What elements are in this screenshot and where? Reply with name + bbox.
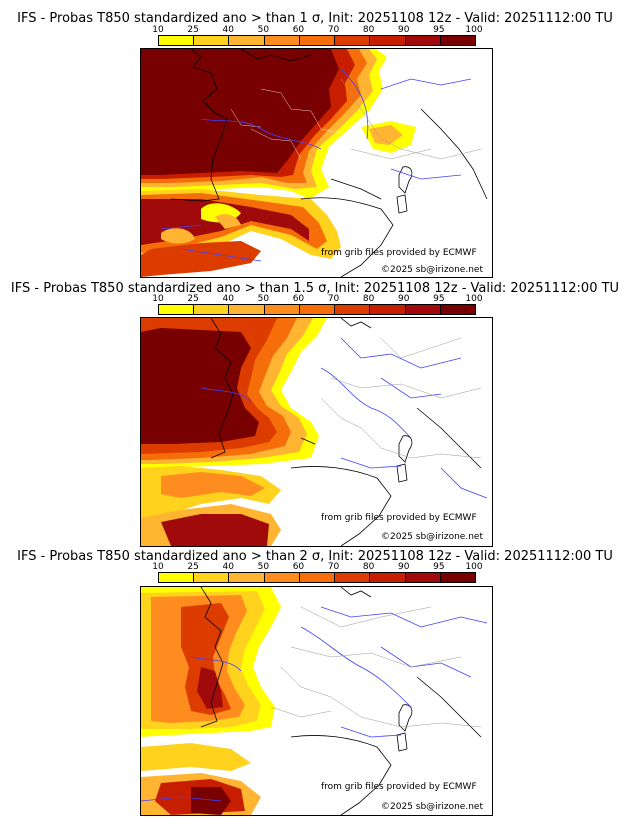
colorbar-segment bbox=[370, 305, 406, 314]
colorbar-tick-label: 40 bbox=[222, 294, 234, 304]
colorbar-tick-label: 40 bbox=[222, 562, 234, 572]
colorbar-tick-label: 25 bbox=[187, 25, 199, 35]
colorbar-segment bbox=[335, 573, 371, 582]
colorbar-tick-label: 95 bbox=[433, 562, 445, 572]
colorbar-tick-label: 100 bbox=[465, 562, 483, 572]
colorbar-tick-label: 80 bbox=[362, 562, 375, 572]
colorbar-segment bbox=[405, 36, 441, 45]
colorbar-segment bbox=[194, 305, 230, 314]
colorbar-segment bbox=[159, 305, 195, 314]
colorbar-tick-label: 10 bbox=[152, 294, 164, 304]
colorbar-tick-label: 50 bbox=[257, 562, 270, 572]
colorbar-tick-label: 100 bbox=[465, 25, 483, 35]
colorbar-tick-label: 60 bbox=[292, 25, 305, 35]
colorbar-tick-label: 100 bbox=[465, 294, 483, 304]
colorbar-tick-label: 25 bbox=[187, 294, 199, 304]
map-1sigma bbox=[140, 48, 493, 278]
copyright: ©2025 sb@irizone.net bbox=[381, 532, 483, 542]
colorbar-segment bbox=[405, 305, 441, 314]
colorbar-tick-label: 50 bbox=[257, 25, 270, 35]
panel-title: IFS - Probas T850 standardized ano > tha… bbox=[17, 11, 613, 26]
colorbar-segment bbox=[440, 36, 475, 45]
colorbar bbox=[158, 304, 476, 315]
colorbar-tick-label: 60 bbox=[292, 294, 305, 304]
colorbar-segment bbox=[159, 573, 195, 582]
colorbar-segment bbox=[159, 36, 195, 45]
colorbar-segment bbox=[229, 573, 265, 582]
panel-1: IFS - Probas T850 standardized ano > tha… bbox=[0, 0, 630, 278]
colorbar-tick-label: 95 bbox=[433, 294, 445, 304]
colorbar bbox=[158, 35, 476, 46]
colorbar-tick-label: 70 bbox=[327, 294, 340, 304]
colorbar-segment bbox=[440, 573, 475, 582]
map-1-5sigma bbox=[140, 317, 493, 547]
panel-title: IFS - Probas T850 standardized ano > tha… bbox=[10, 281, 620, 296]
colorbar-tick-label: 40 bbox=[222, 25, 234, 35]
colorbar-segment bbox=[335, 305, 371, 314]
colorbar-ticks: 10 25 40 50 60 70 80 90 95 100 bbox=[152, 562, 482, 573]
colorbar-tick-label: 50 bbox=[257, 294, 270, 304]
panel-2: IFS - Probas T850 standardized ano > tha… bbox=[0, 276, 630, 547]
colorbar-tick-label: 25 bbox=[187, 562, 199, 572]
colorbar-tick-label: 70 bbox=[327, 25, 340, 35]
colorbar-segment bbox=[194, 36, 230, 45]
copyright: ©2025 sb@irizone.net bbox=[381, 802, 483, 812]
source-credit: from grib files provided by ECMWF bbox=[321, 782, 477, 792]
colorbar bbox=[158, 572, 476, 583]
colorbar-tick-label: 90 bbox=[398, 294, 410, 304]
colorbar-tick-label: 80 bbox=[362, 294, 375, 304]
colorbar-segment bbox=[405, 573, 441, 582]
colorbar-segment bbox=[264, 36, 300, 45]
colorbar-tick-label: 10 bbox=[152, 25, 164, 35]
colorbar-segment bbox=[264, 305, 300, 314]
colorbar-segment bbox=[299, 573, 336, 582]
colorbar-tick-label: 90 bbox=[398, 562, 410, 572]
source-credit: from grib files provided by ECMWF bbox=[321, 513, 477, 523]
colorbar-ticks: 10 25 40 50 60 70 80 90 95 100 bbox=[152, 25, 482, 36]
map-2sigma bbox=[140, 586, 493, 816]
colorbar-segment bbox=[194, 573, 230, 582]
colorbar-segment bbox=[370, 573, 406, 582]
colorbar-tick-label: 60 bbox=[292, 562, 305, 572]
colorbar-segment bbox=[264, 573, 300, 582]
colorbar-segment bbox=[299, 36, 336, 45]
colorbar-segment bbox=[299, 305, 336, 314]
colorbar-tick-label: 80 bbox=[362, 25, 375, 35]
colorbar-segment bbox=[440, 305, 475, 314]
colorbar-tick-label: 95 bbox=[433, 25, 445, 35]
colorbar-tick-label: 10 bbox=[152, 562, 164, 572]
colorbar-tick-label: 70 bbox=[327, 562, 340, 572]
panel-3: IFS - Probas T850 standardized ano > tha… bbox=[0, 546, 630, 828]
colorbar-tick-label: 90 bbox=[398, 25, 410, 35]
colorbar-segment bbox=[229, 36, 265, 45]
colorbar-segment bbox=[229, 305, 265, 314]
colorbar-ticks: 10 25 40 50 60 70 80 90 95 100 bbox=[152, 294, 482, 305]
colorbar-segment bbox=[370, 36, 406, 45]
panel-title: IFS - Probas T850 standardized ano > tha… bbox=[17, 549, 613, 564]
colorbar-segment bbox=[335, 36, 371, 45]
source-credit: from grib files provided by ECMWF bbox=[321, 248, 477, 258]
copyright: ©2025 sb@irizone.net bbox=[381, 265, 483, 275]
